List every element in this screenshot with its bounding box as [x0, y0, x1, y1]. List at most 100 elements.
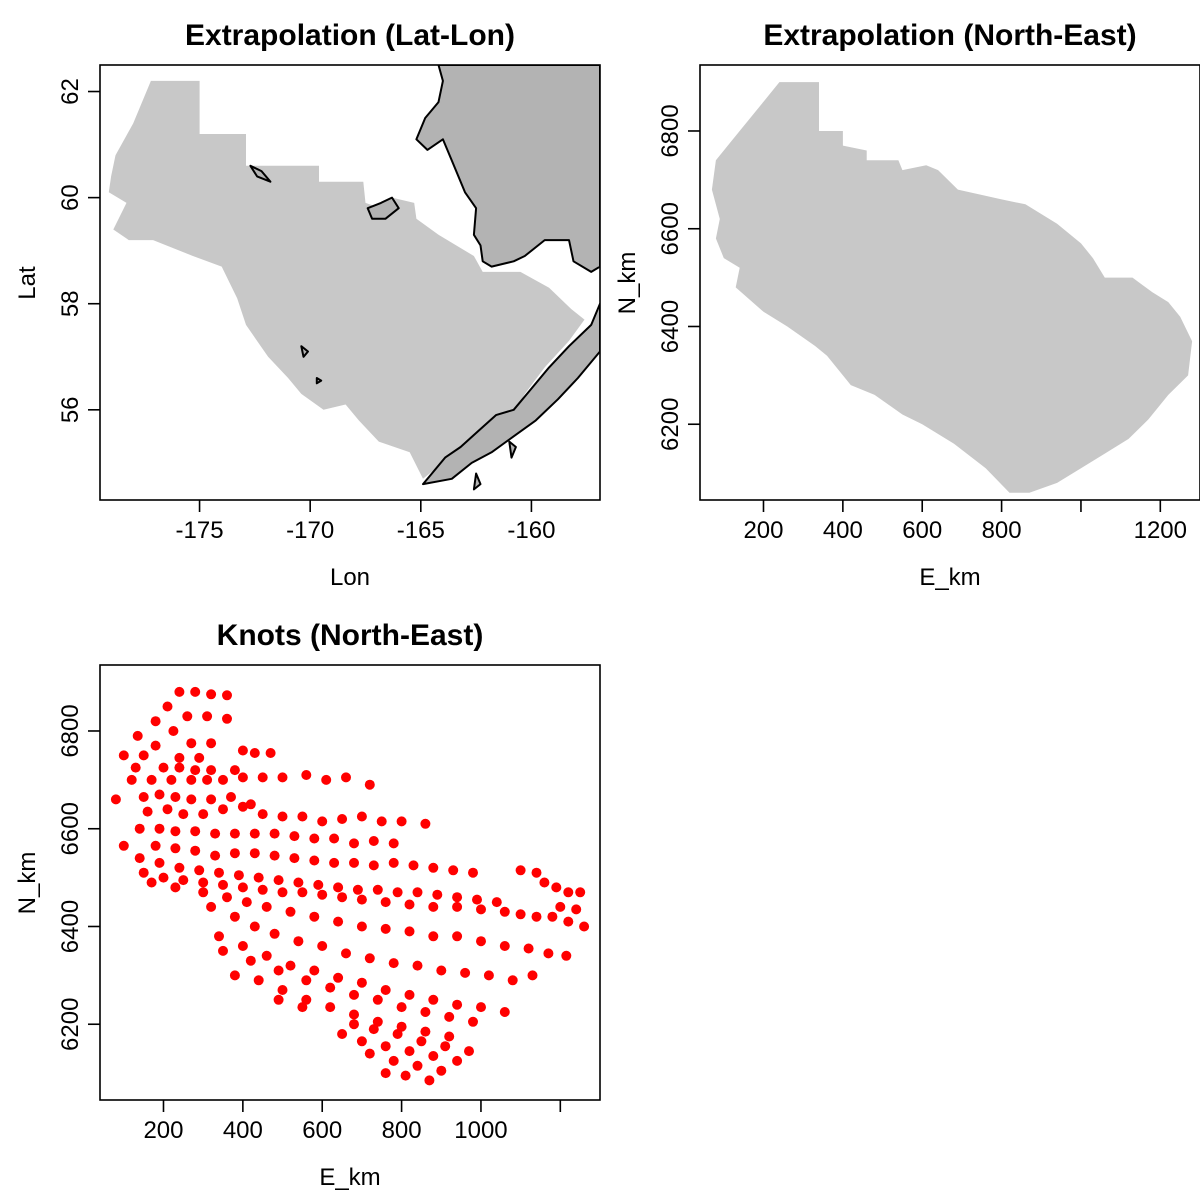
knot-point — [368, 860, 379, 871]
plot-frame — [99, 64, 601, 501]
knot-point — [249, 921, 260, 932]
knot-point — [483, 970, 494, 981]
knot-point — [168, 726, 179, 736]
knot-point — [476, 904, 486, 915]
knot-point — [245, 955, 256, 966]
knot-point — [194, 752, 205, 763]
knot-point — [364, 953, 375, 964]
survey-area — [711, 82, 1193, 493]
knot-point — [380, 1068, 391, 1079]
knot-point — [134, 823, 145, 834]
knot-point — [277, 985, 288, 995]
knot-point — [424, 1075, 435, 1086]
knot-point — [237, 941, 248, 951]
knot-point — [150, 740, 161, 751]
knot-point — [154, 789, 165, 800]
knot-point — [412, 960, 423, 971]
knot-point — [154, 857, 165, 868]
survey-area — [108, 80, 585, 479]
knot-point — [444, 1031, 455, 1042]
knot-point — [396, 816, 407, 827]
knot-point — [154, 823, 165, 834]
knot-point — [229, 848, 240, 859]
knot-point — [301, 770, 312, 780]
knot-point — [372, 1016, 383, 1027]
knot-point — [126, 774, 137, 785]
knot-point — [388, 838, 399, 849]
axes: 200 400 600 800 1200 6200 6400 6600 6800 — [657, 104, 1187, 544]
knot-point — [150, 716, 161, 727]
y-tick-label: 6800 — [57, 704, 84, 757]
knot-point — [337, 892, 348, 903]
y-axis-label: Lat — [14, 266, 41, 300]
survey-area-layer — [711, 82, 1193, 493]
knot-point — [206, 794, 217, 805]
knot-point — [420, 1007, 431, 1017]
knot-point — [206, 901, 217, 912]
knot-point — [313, 879, 324, 890]
panel-knots: Knots (North-East) 200 400 600 800 1000 6200 6… — [14, 619, 601, 1191]
knot-point — [404, 926, 415, 937]
knot-point — [392, 1029, 403, 1039]
knot-point — [297, 1002, 308, 1013]
knot-point — [241, 897, 252, 908]
x-tick-label: 800 — [382, 1117, 422, 1144]
panel-latlon: Extrapolation (Lat-Lon) -175 -170 -165 -160… — [14, 19, 601, 591]
knot-point — [110, 794, 121, 805]
y-tick-label: 62 — [57, 78, 84, 105]
knot-point — [309, 855, 320, 866]
knot-point — [186, 794, 197, 805]
y-tick-label: 60 — [57, 184, 84, 211]
knot-point — [253, 975, 264, 986]
knot-point — [388, 958, 399, 969]
knot-point — [325, 982, 336, 993]
knot-point — [555, 901, 566, 912]
x-tick-label: 1000 — [454, 1117, 507, 1144]
knot-point — [297, 887, 308, 898]
knot-point — [408, 860, 419, 871]
knot-point — [468, 1016, 478, 1027]
knot-point — [452, 892, 463, 903]
y-tick-label: 6200 — [657, 398, 684, 451]
knot-point — [190, 765, 201, 776]
knot-point — [341, 948, 351, 959]
knot-point — [376, 816, 387, 827]
knot-point — [301, 975, 312, 986]
knot-point — [132, 730, 143, 741]
x-tick-label: 600 — [902, 517, 942, 544]
knot-point — [257, 884, 268, 895]
knot-point — [563, 887, 574, 898]
knot-point — [356, 977, 367, 988]
knot-point — [476, 1002, 486, 1013]
knot-point — [198, 877, 209, 888]
knot-point — [349, 1009, 359, 1020]
knot-point — [309, 965, 320, 976]
knot-point — [349, 989, 359, 1000]
knot-point — [257, 772, 268, 783]
y-tick-label: 58 — [57, 290, 84, 317]
x-tick-label: 400 — [223, 1117, 263, 1144]
knot-point — [388, 1055, 399, 1066]
knot-point — [190, 686, 201, 697]
knot-point — [539, 877, 550, 888]
y-tick-label: 6400 — [57, 900, 84, 953]
knot-point — [400, 1070, 411, 1081]
knot-point — [166, 774, 177, 785]
knot-point — [178, 809, 189, 820]
knot-point — [356, 921, 367, 932]
knot-point — [265, 748, 276, 758]
x-tick-label: 800 — [982, 517, 1022, 544]
knot-point — [432, 889, 443, 900]
knot-point — [428, 1051, 439, 1061]
knot-point — [547, 911, 558, 922]
knot-point — [237, 882, 248, 893]
x-axis-label: Lon — [330, 564, 370, 591]
knot-point — [499, 1007, 510, 1017]
knot-point — [468, 867, 478, 878]
knot-point — [273, 994, 284, 1005]
knot-point — [420, 1026, 431, 1037]
knot-point — [436, 1065, 447, 1076]
knot-point — [206, 689, 217, 700]
knot-point — [452, 999, 463, 1010]
knot-point — [285, 960, 296, 971]
